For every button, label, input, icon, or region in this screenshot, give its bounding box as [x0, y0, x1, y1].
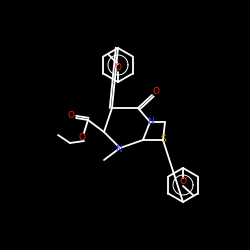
- Text: O: O: [180, 178, 186, 186]
- Text: O: O: [78, 134, 86, 142]
- Text: N: N: [116, 144, 122, 154]
- Text: O: O: [68, 110, 74, 120]
- Text: N: N: [148, 116, 154, 126]
- Text: S: S: [160, 136, 166, 144]
- Text: O: O: [152, 88, 160, 96]
- Text: O: O: [114, 64, 121, 72]
